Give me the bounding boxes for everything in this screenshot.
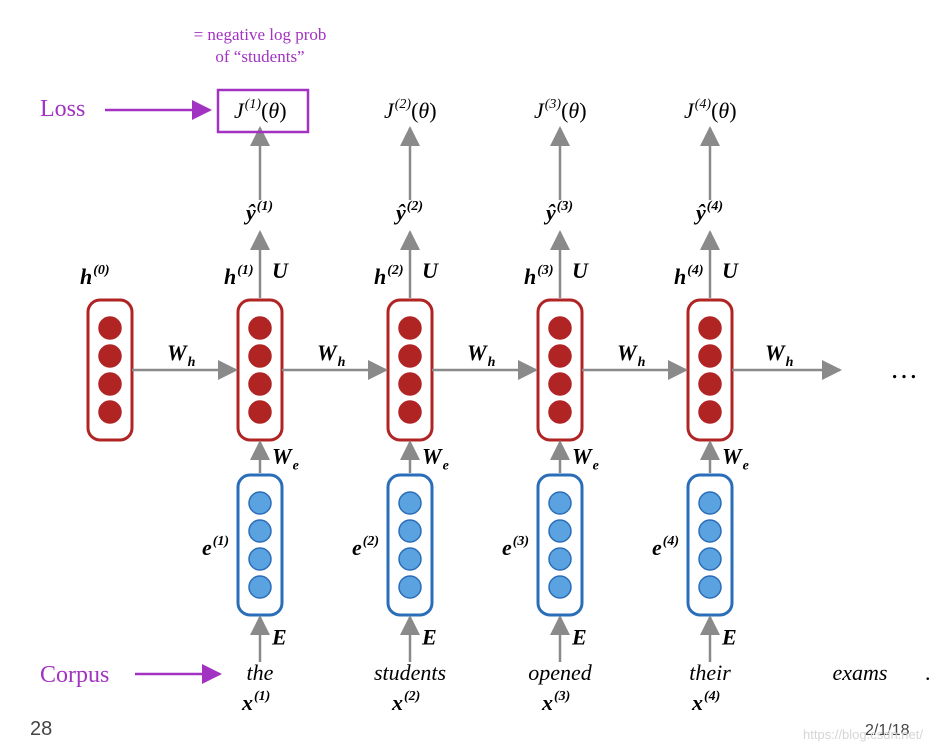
U-label-4: U: [722, 258, 739, 283]
J3-label: J(3)(θ): [534, 97, 587, 123]
E-label-2: E: [421, 625, 437, 650]
yhat4-label: ŷ(4): [693, 199, 723, 225]
E-label-1: E: [271, 625, 287, 650]
e1-label: e(1): [202, 534, 229, 560]
We-label-2: We: [422, 444, 449, 474]
e1-box: [238, 475, 282, 615]
h4-box: [688, 300, 732, 440]
x3-label: x(3): [541, 689, 570, 715]
word-5: exams: [833, 660, 888, 685]
We-label-3: We: [572, 444, 599, 474]
Wh-label-2: Wh: [467, 340, 496, 370]
Wh-label-4: Wh: [765, 340, 794, 370]
word-3: opened: [528, 660, 593, 685]
h1-label: h(1): [224, 263, 254, 289]
x2-label: x(2): [391, 689, 420, 715]
h0-box: [88, 300, 132, 440]
yhat3-label: ŷ(3): [543, 199, 573, 225]
h1-box: [238, 300, 282, 440]
h2-box: [388, 300, 432, 440]
h2-label: h(2): [374, 263, 404, 289]
corpus-label: Corpus: [40, 662, 109, 688]
yhat1-label: ŷ(1): [243, 199, 273, 225]
h4-label: h(4): [674, 263, 704, 289]
E-label-3: E: [571, 625, 587, 650]
e2-box: [388, 475, 432, 615]
yhat2-label: ŷ(2): [393, 199, 423, 225]
word-2: students: [374, 660, 446, 685]
E-label-4: E: [721, 625, 737, 650]
e3-box: [538, 475, 582, 615]
U-label-2: U: [422, 258, 439, 283]
neglog-line1: = negative log prob: [194, 25, 327, 44]
h0-label: h(0): [80, 263, 110, 289]
word-4: their: [689, 660, 731, 685]
e2-label: e(2): [352, 534, 379, 560]
Wh-label-0: Wh: [167, 340, 196, 370]
loss-label: Loss: [40, 96, 85, 122]
h-ellipsis: …: [890, 354, 918, 385]
watermark-text: https://blog.csdn.net/: [803, 727, 923, 742]
Wh-label-1: Wh: [317, 340, 346, 370]
e4-label: e(4): [652, 534, 679, 560]
Wh-label-3: Wh: [617, 340, 646, 370]
J1-label: J(1)(θ): [234, 97, 287, 123]
rnn-diagram: h(0) h(1) h(2) h(3) h(4) Wh Wh Wh Wh Wh … e(1) We e(2…: [0, 0, 943, 750]
J4-label: J(4)(θ): [684, 97, 737, 123]
U-label-3: U: [572, 258, 589, 283]
We-label-1: We: [272, 444, 299, 474]
e3-label: e(3): [502, 534, 529, 560]
x4-label: x(4): [691, 689, 720, 715]
J2-label: J(2)(θ): [384, 97, 437, 123]
e4-box: [688, 475, 732, 615]
trailing-dot: .: [925, 660, 931, 685]
x1-label: x(1): [241, 689, 270, 715]
h3-box: [538, 300, 582, 440]
slide-number: 28: [30, 718, 52, 740]
We-label-4: We: [722, 444, 749, 474]
word-1: the: [247, 660, 274, 685]
neglog-line2: of “students”: [215, 47, 304, 66]
h3-label: h(3): [524, 263, 554, 289]
U-label-1: U: [272, 258, 289, 283]
